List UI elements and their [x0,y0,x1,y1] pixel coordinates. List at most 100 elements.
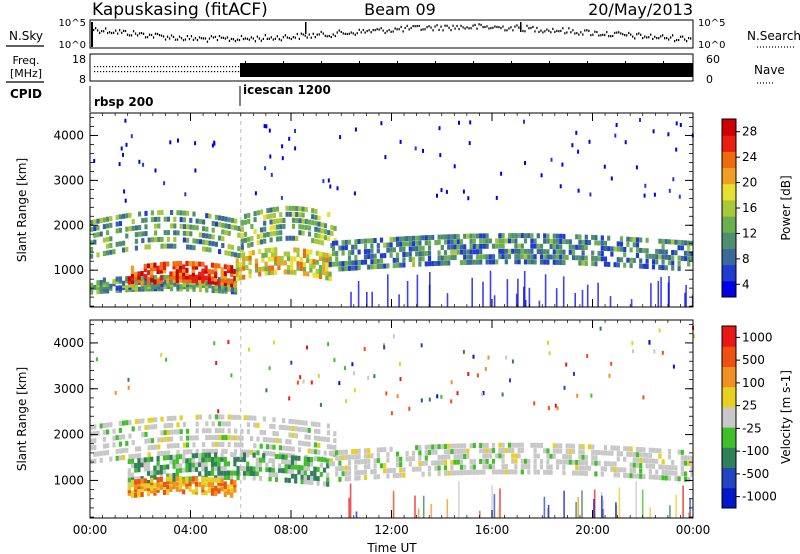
data-cell [169,476,173,482]
data-cell [137,278,141,284]
data-cell [690,455,694,461]
data-cell [189,435,193,441]
noise-sample [660,35,662,38]
data-cell [456,443,460,449]
noise-sample [580,31,582,34]
data-cell [418,450,422,456]
data-cell [300,474,304,480]
data-cell [285,446,289,451]
data-cell [338,455,342,461]
data-cell [315,250,319,256]
scatter-cell [194,141,197,146]
data-cell [144,231,148,237]
scatter-cell [571,143,574,148]
scatter-cell [213,140,216,145]
data-cell [533,243,537,249]
data-cell [600,251,604,257]
data-cell [552,249,556,255]
data-cell [192,211,196,217]
data-cell [328,253,332,259]
data-cell [118,285,122,291]
data-cell [252,471,256,476]
data-cell [122,280,126,286]
data-cell [671,260,675,266]
data-cell [263,238,267,244]
data-cell [597,450,601,456]
data-cell [456,244,460,250]
data-cell [166,423,170,428]
data-cell [251,250,255,256]
scatter-cell [264,166,267,171]
data-cell [469,233,473,239]
data-cell [335,450,339,456]
data-cell [511,469,515,475]
data-cell [160,236,164,242]
data-cell [304,219,308,224]
scatter-cell [509,378,511,383]
data-cell [314,220,318,226]
data-cell [194,466,199,472]
data-cell [137,458,141,464]
data-cell [140,478,144,484]
noise-sample [686,40,688,43]
data-cell [226,470,231,476]
data-cell [594,261,598,267]
data-cell [288,439,292,445]
data-cell [140,457,144,463]
data-cell [186,224,190,230]
data-cell [195,428,199,434]
data-cell [680,460,684,466]
noise-sample [482,26,484,29]
data-cell [431,234,435,240]
data-cell [306,271,310,277]
noise-sample [262,37,264,40]
data-cell [172,473,176,478]
data-cell [479,254,483,260]
data-cell [240,238,244,244]
data-cell [156,487,160,493]
data-cell [223,481,227,487]
data-cell [137,489,141,495]
data-cell [298,440,302,446]
data-cell [363,448,368,454]
data-cell [198,481,202,487]
streak-cell [601,495,603,518]
data-cell [198,261,202,267]
noise-sample [308,33,310,36]
data-cell [651,254,656,259]
data-cell [118,214,122,220]
data-cell [607,235,611,241]
noise-sample [690,37,692,40]
data-cell [208,233,212,239]
data-cell [172,459,176,465]
data-cell [157,216,161,222]
data-cell [205,240,209,246]
data-cell [680,240,684,246]
data-cell [408,241,412,247]
data-cell [169,274,173,280]
scatter-cell [608,373,611,378]
data-cell [154,230,158,236]
data-cell [188,277,192,283]
scatter-cell [456,391,459,396]
data-cell [178,463,183,469]
data-cell [247,218,251,224]
data-cell [211,421,215,427]
data-cell [613,262,617,268]
data-cell [157,437,161,443]
data-cell [514,254,518,260]
streak-cell [350,291,352,307]
streak-cell [602,499,605,518]
data-cell [221,236,225,242]
data-cell [210,279,215,285]
data-cell [185,484,189,490]
noise-sample [422,28,424,31]
data-cell [456,454,460,460]
data-cell [517,259,521,265]
data-cell [623,467,627,473]
noise-sample [602,33,604,36]
data-cell [115,435,119,441]
data-cell [175,274,179,280]
scatter-cell [540,173,543,178]
data-cell [134,419,138,425]
